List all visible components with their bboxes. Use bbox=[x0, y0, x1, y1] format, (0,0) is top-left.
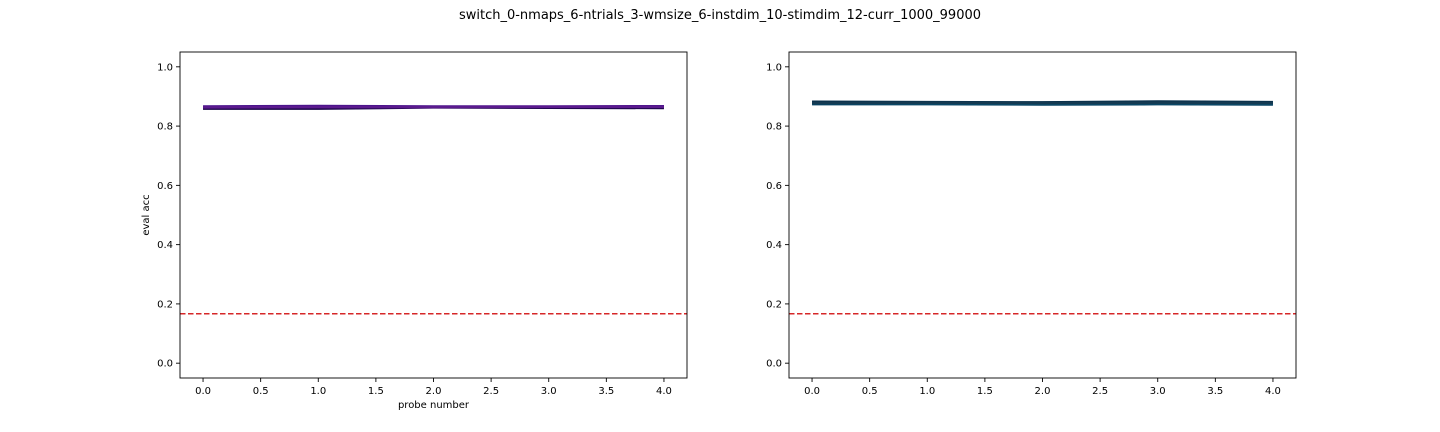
x-tick-label: 0.5 bbox=[253, 386, 269, 397]
y-tick-label: 0.2 bbox=[157, 299, 173, 310]
x-tick-label: 1.0 bbox=[919, 386, 935, 397]
y-axis-label: eval acc bbox=[141, 194, 152, 235]
y-tick-label: 0.8 bbox=[766, 122, 782, 133]
x-tick-label: 0.0 bbox=[195, 386, 211, 397]
x-tick-label: 3.0 bbox=[541, 386, 557, 397]
x-tick-label: 3.0 bbox=[1150, 386, 1166, 397]
y-tick-label: 0.0 bbox=[157, 359, 173, 370]
y-tick-label: 0.0 bbox=[766, 359, 782, 370]
y-tick-label: 0.4 bbox=[766, 240, 782, 251]
y-tick-label: 0.4 bbox=[157, 240, 173, 251]
y-tick-label: 1.0 bbox=[157, 62, 173, 73]
y-tick-label: 0.8 bbox=[157, 122, 173, 133]
x-tick-label: 1.5 bbox=[368, 386, 384, 397]
y-tick-label: 0.6 bbox=[157, 181, 173, 192]
x-tick-label: 2.0 bbox=[1035, 386, 1051, 397]
x-tick-label: 4.0 bbox=[656, 386, 672, 397]
series-line-5 bbox=[203, 105, 664, 109]
y-tick-label: 0.6 bbox=[766, 181, 782, 192]
x-tick-label: 3.5 bbox=[1207, 386, 1223, 397]
y-tick-label: 0.2 bbox=[766, 299, 782, 310]
x-tick-label: 2.5 bbox=[483, 386, 499, 397]
x-tick-label: 2.5 bbox=[1092, 386, 1108, 397]
x-tick-label: 0.5 bbox=[862, 386, 878, 397]
x-tick-label: 2.0 bbox=[426, 386, 442, 397]
x-tick-label: 0.0 bbox=[804, 386, 820, 397]
x-tick-label: 4.0 bbox=[1265, 386, 1281, 397]
x-tick-label: 1.0 bbox=[310, 386, 326, 397]
left-subplot: 0.0 0.5 1.0 1.5 2.0 2.5 3.0 3.5 4.0 0.0 0.2 0.4 0.6 0… bbox=[141, 51, 688, 411]
x-axis-label: probe number bbox=[398, 400, 470, 411]
y-tick-label: 1.0 bbox=[766, 62, 782, 73]
right-subplot: 0.0 0.5 1.0 1.5 2.0 2.5 3.0 3.5 4.0 0.0 0.2 0.4 0.6 0… bbox=[766, 51, 1297, 397]
x-tick-label: 1.5 bbox=[977, 386, 993, 397]
figure-suptitle: switch_0-nmaps_6-ntrials_3-wmsize_6-inst… bbox=[459, 8, 981, 23]
x-tick-label: 3.5 bbox=[598, 386, 614, 397]
